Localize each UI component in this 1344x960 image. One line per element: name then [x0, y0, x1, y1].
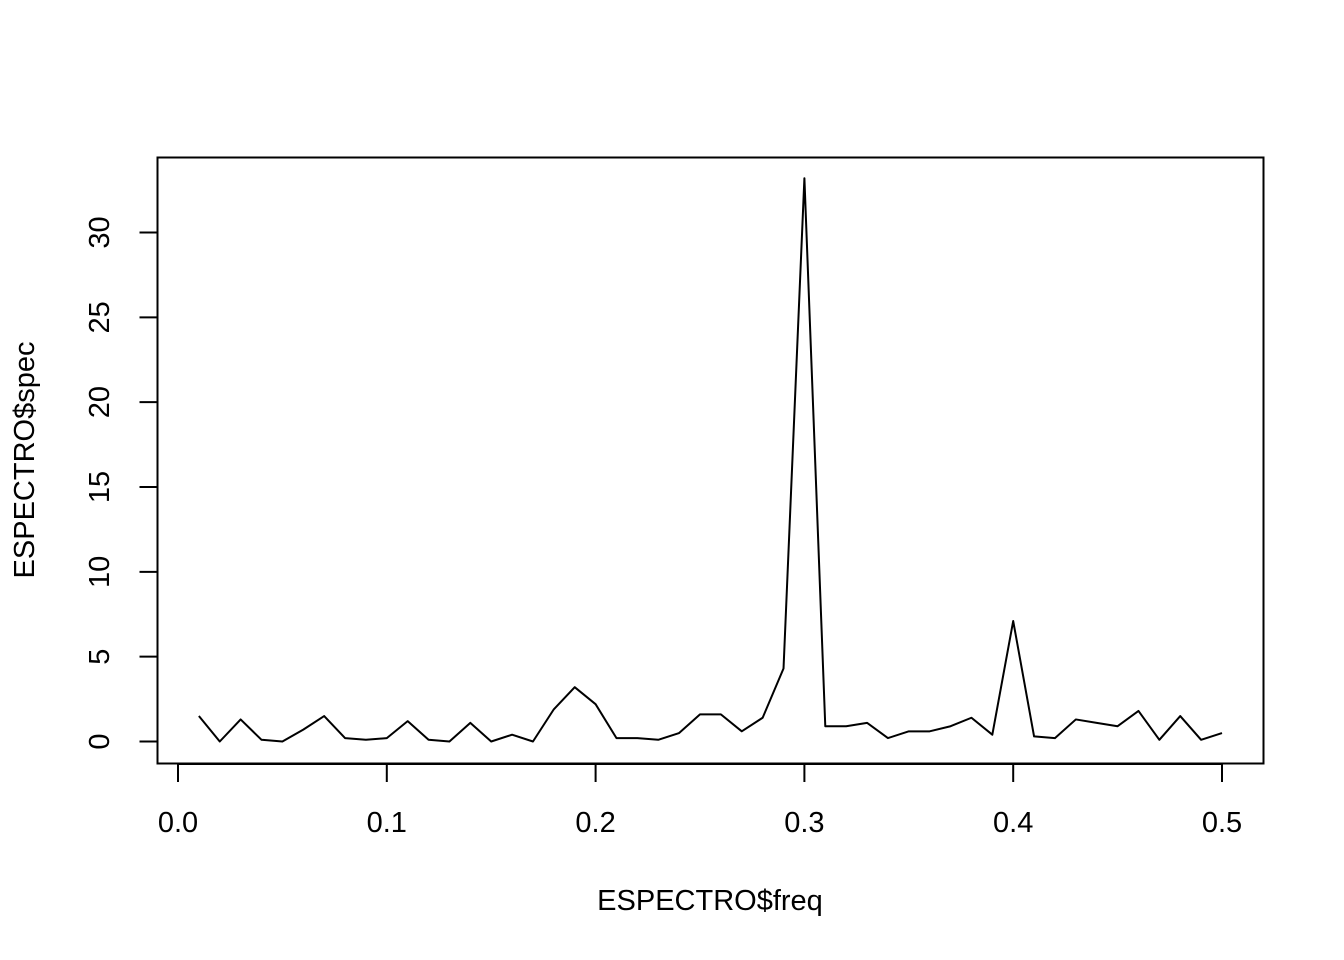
x-tick-label: 0.3	[784, 807, 824, 839]
x-axis: 0.0 0.1 0.2 0.3 0.4 0.5	[158, 763, 1242, 839]
y-axis-title: ESPECTRO$spec	[9, 342, 41, 579]
x-tick-label: 0.4	[993, 807, 1033, 839]
y-axis: 0 5 10 15 20 25 30	[84, 216, 159, 750]
plot-frame	[156, 156, 1265, 765]
y-tick-label: 15	[84, 471, 116, 503]
y-tick-label: 10	[84, 556, 116, 588]
y-tick-label: 20	[84, 386, 116, 418]
series-line	[198, 177, 1223, 743]
y-tick-label: 0	[84, 733, 116, 749]
x-tick-label: 0.1	[367, 807, 407, 839]
x-tick-label: 0.2	[575, 807, 615, 839]
x-tick-label: 0.5	[1202, 807, 1242, 839]
y-tick-label: 5	[84, 649, 116, 665]
y-tick-label: 25	[84, 301, 116, 333]
x-tick-label: 0.0	[158, 807, 198, 839]
x-axis-title: ESPECTRO$freq	[597, 885, 823, 917]
y-tick-label: 30	[84, 216, 116, 248]
